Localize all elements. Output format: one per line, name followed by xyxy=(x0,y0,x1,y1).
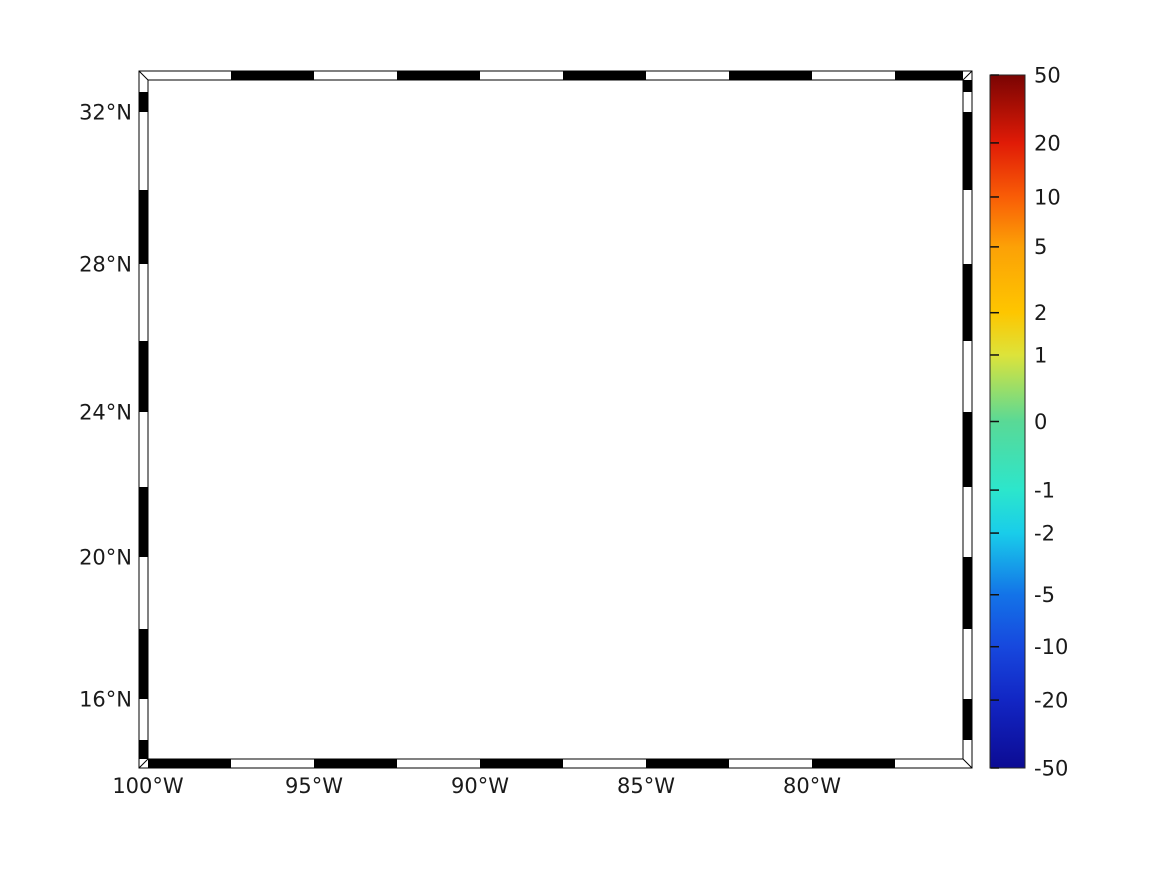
frame-corner-miter xyxy=(962,758,973,769)
frame-segment xyxy=(139,487,148,557)
colorbar-tick-label: 0 xyxy=(1034,410,1047,434)
colorbar-tick-label: -20 xyxy=(1034,688,1068,712)
x-tick-label: 95°W xyxy=(285,774,343,798)
y-tick-label: 32°N xyxy=(79,100,132,124)
frame-segment xyxy=(963,112,972,190)
frame-segment xyxy=(895,71,963,80)
axis-labels: 100°W 95°W 90°W 85°W 80°W 32°N 28°N 24°N 20°N 16°… xyxy=(79,100,841,798)
colorbar-tick-label: -5 xyxy=(1034,583,1055,607)
frame-segment xyxy=(231,71,314,80)
frame-segment xyxy=(148,759,231,768)
frame-corner-miter xyxy=(138,758,149,769)
y-tick-label: 20°N xyxy=(79,545,132,569)
y-tick-label: 16°N xyxy=(79,687,132,711)
frame-segment xyxy=(139,92,148,112)
map-frame xyxy=(138,70,973,769)
frame-segment xyxy=(729,71,812,80)
frame-corner-miter xyxy=(138,70,149,81)
frame-segment xyxy=(314,759,397,768)
x-tick-label: 80°W xyxy=(783,774,841,798)
frame-segment xyxy=(139,629,148,699)
frame-corner-miter xyxy=(962,70,973,81)
x-tick-label: 100°W xyxy=(112,774,184,798)
colorbar-tick-label: -10 xyxy=(1034,635,1068,659)
colorbar-tick-label: -50 xyxy=(1034,756,1068,780)
frame-segment xyxy=(963,557,972,629)
frame-segment xyxy=(563,71,646,80)
frame-segment xyxy=(963,80,972,92)
colorbar-tick-label: 5 xyxy=(1034,235,1047,259)
frame-segment xyxy=(139,341,148,412)
frame-segment xyxy=(963,412,972,487)
x-tick-label: 85°W xyxy=(617,774,675,798)
colorbar-tick-label: 2 xyxy=(1034,301,1047,325)
frame-segment xyxy=(646,759,729,768)
y-tick-label: 24°N xyxy=(79,400,132,424)
y-tick-label: 28°N xyxy=(79,252,132,276)
frame-segment xyxy=(139,190,148,264)
frame-segment xyxy=(812,759,895,768)
colorbar-tick-label: 10 xyxy=(1034,185,1061,209)
frame-segment xyxy=(397,71,480,80)
frame-segment xyxy=(963,264,972,341)
colorbar-tick-label: -2 xyxy=(1034,521,1055,545)
frame-segment xyxy=(139,740,148,759)
frame-segment xyxy=(480,759,563,768)
colorbar-tick-label: 50 xyxy=(1034,63,1061,87)
x-tick-label: 90°W xyxy=(451,774,509,798)
colorbar-tick-label: 1 xyxy=(1034,343,1047,367)
frame-segment xyxy=(963,699,972,740)
colorbar-tick-label: 20 xyxy=(1034,131,1061,155)
colorbar-tick-label: -1 xyxy=(1034,478,1055,502)
